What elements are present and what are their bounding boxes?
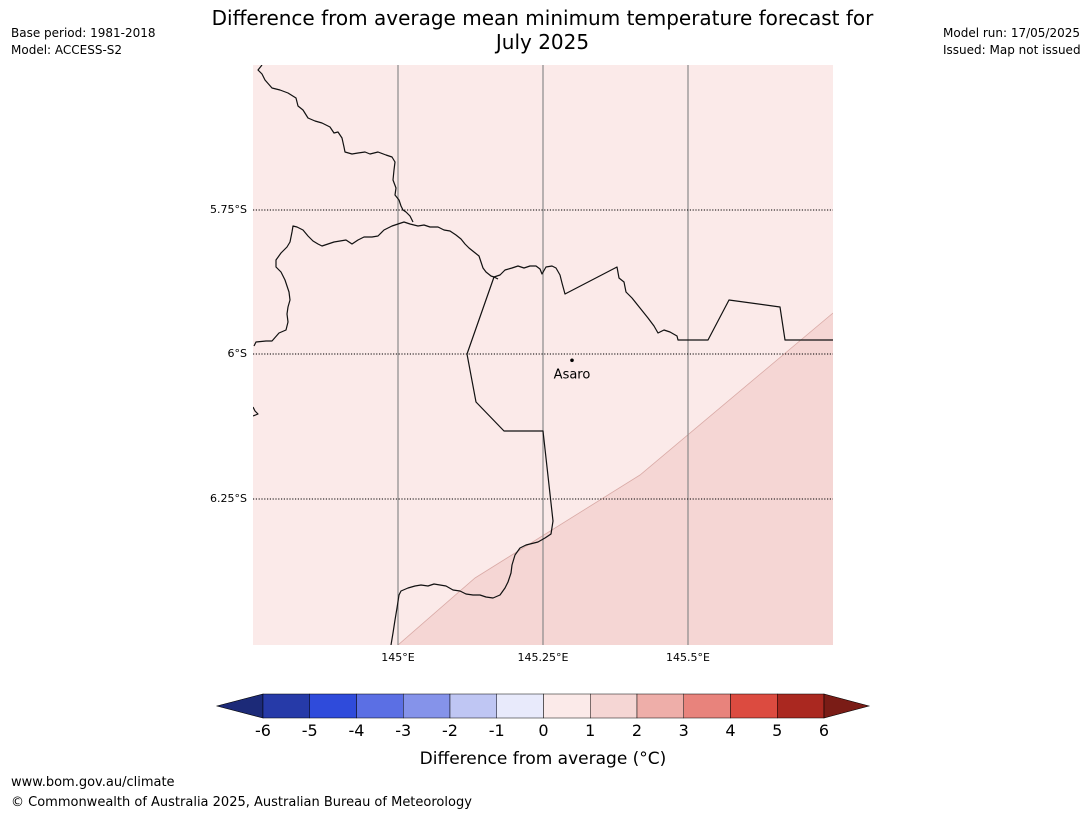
- colorbar-over-arrow: [823, 693, 871, 719]
- boundary-west-edge: [253, 406, 259, 417]
- colorbar-cell: [683, 693, 731, 719]
- colorbar-tick-label: -1: [489, 721, 505, 740]
- colorbar-tick-label: 4: [725, 721, 735, 740]
- lon-label-145-5e: 145.5°E: [666, 651, 710, 664]
- colorbar-cell: [636, 693, 684, 719]
- colorbar-tick-label: -2: [442, 721, 458, 740]
- colorbar-cell: [309, 693, 357, 719]
- longitude-labels: 145°E 145.25°E 145.5°E: [381, 651, 710, 664]
- map-panel: Asaro 5.75°S 6°S 6.25°S 145°E 145.25°E 1…: [210, 65, 833, 664]
- colorbar-tick-label: -3: [395, 721, 411, 740]
- colorbar-tick-label: 6: [819, 721, 829, 740]
- lat-label-6s: 6°S: [228, 347, 247, 360]
- footer-url: www.bom.gov.au/climate: [11, 775, 175, 790]
- lat-label-5-75s: 5.75°S: [210, 203, 247, 216]
- title-line-1: Difference from average mean minimum tem…: [211, 6, 874, 30]
- colorbar-tick-label: 3: [679, 721, 689, 740]
- lat-label-6-25s: 6.25°S: [210, 492, 247, 505]
- map-title: Difference from average mean minimum tem…: [150, 6, 935, 54]
- boundary-northwest: [257, 65, 414, 223]
- longitude-gridlines: [397, 65, 689, 645]
- colorbar-tick-labels: -6 -5 -4 -3 -2 -1 0 1 2 3 4 5 6: [255, 721, 829, 740]
- colorbar-tick-label: 0: [538, 721, 548, 740]
- issued-text: Issued: Map not issued: [943, 43, 1081, 57]
- colorbar-tick-label: -5: [302, 721, 318, 740]
- base-period-text: Base period: 1981-2018: [11, 26, 156, 40]
- colorbar-tick-label: -4: [349, 721, 365, 740]
- colorbar-tick-label: 2: [632, 721, 642, 740]
- colorbar-cell: [590, 693, 638, 719]
- colorbar-cell: [496, 693, 544, 719]
- colorbar-cells: [262, 693, 825, 719]
- colorbar-cell: [262, 693, 310, 719]
- colorbar-label: Difference from average (°C): [420, 749, 667, 769]
- colorbar-cell: [449, 693, 497, 719]
- province-boundaries: [253, 65, 833, 645]
- anomaly-region-1-to-2: [398, 313, 833, 645]
- boundary-central-south: [390, 276, 554, 645]
- metadata-right: Model run: 17/05/2025 Issued: Map not is…: [943, 25, 1081, 59]
- place-label-asaro: Asaro: [554, 367, 591, 382]
- lon-label-145-25e: 145.25°E: [518, 651, 569, 664]
- boundary-central-west: [253, 221, 499, 347]
- footer-copyright: © Commonwealth of Australia 2025, Austra…: [11, 795, 472, 810]
- colorbar-cell: [730, 693, 778, 719]
- place-marker-dot: [570, 358, 574, 363]
- lon-label-145e: 145°E: [381, 651, 414, 664]
- boundary-central-north: [493, 265, 833, 341]
- colorbar-cell: [356, 693, 404, 719]
- latitude-labels: 5.75°S 6°S 6.25°S: [210, 203, 247, 505]
- contour-1-degree: [397, 312, 833, 645]
- metadata-left: Base period: 1981-2018 Model: ACCESS-S2: [11, 25, 156, 59]
- model-run-text: Model run: 17/05/2025: [943, 26, 1081, 40]
- colorbar-tick-label: -6: [255, 721, 271, 740]
- title-line-2: July 2025: [495, 30, 590, 54]
- colorbar-cell: [403, 693, 451, 719]
- colorbar-legend: -6 -5 -4 -3 -2 -1 0 1 2 3 4 5 6 Difference from aver…: [215, 693, 871, 769]
- colorbar-tick-label: 1: [585, 721, 595, 740]
- model-text: Model: ACCESS-S2: [11, 43, 123, 57]
- colorbar-cell: [777, 693, 825, 719]
- colorbar-cell: [543, 693, 591, 719]
- colorbar-under-arrow: [215, 693, 264, 719]
- colorbar-tick-label: 5: [772, 721, 782, 740]
